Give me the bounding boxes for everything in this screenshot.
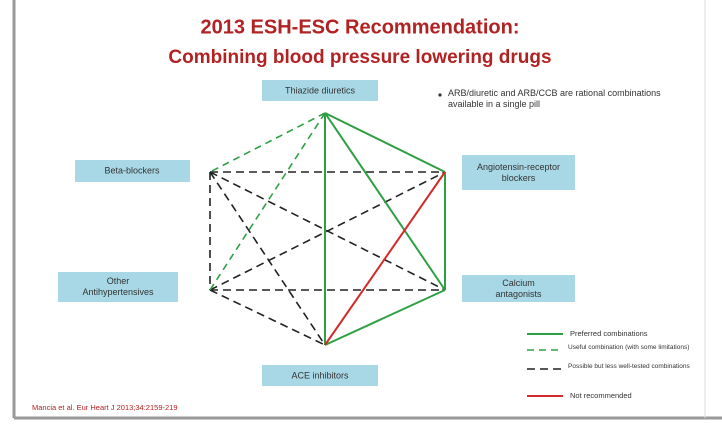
edge xyxy=(209,171,446,291)
legend-wrap: Possible but less well-tested combinatio… xyxy=(568,363,690,370)
node-box xyxy=(462,155,575,190)
bullet xyxy=(438,93,442,97)
legend-label: Not recommended xyxy=(570,391,632,400)
node-label-wrap: Calcium antagonists xyxy=(495,277,542,299)
node-box xyxy=(262,365,378,386)
legend-label: Possible but less well-tested combinatio… xyxy=(568,363,690,370)
legend-wrap: Useful combination (with some limitation… xyxy=(568,344,690,351)
node-label: Calcium antagonists xyxy=(495,277,542,299)
edges xyxy=(209,112,446,346)
note: ARB/diuretic and ARB/CCB are rational co… xyxy=(448,88,661,109)
node-label-wrap: Other Antihypertensives xyxy=(82,276,154,297)
legend-label: Preferred combinations xyxy=(570,329,648,338)
edge xyxy=(324,112,446,291)
edge xyxy=(324,289,446,346)
edge xyxy=(209,171,326,346)
title: 2013 ESH-ESC Recommendation: xyxy=(201,16,520,38)
legend-label: Useful combination (with some limitation… xyxy=(568,344,690,351)
node-label: Angiotensin-receptor blockers xyxy=(476,161,561,183)
note-wrap: ARB/diuretic and ARB/CCB are rational co… xyxy=(448,88,661,109)
node-label: Beta-blockers xyxy=(104,165,160,175)
node-label: Other Antihypertensives xyxy=(82,276,154,297)
edge xyxy=(209,289,326,346)
edge xyxy=(324,171,446,346)
edge xyxy=(324,112,446,173)
node-box xyxy=(58,272,178,302)
node-label: Thiazide diuretics xyxy=(285,85,356,95)
node-box xyxy=(262,80,378,101)
node-label-wrap: Angiotensin-receptor blockers xyxy=(476,161,561,183)
node-label: ACE inhibitors xyxy=(291,370,349,380)
node-box xyxy=(462,275,575,302)
edge xyxy=(209,112,326,173)
node-box xyxy=(75,160,190,182)
subtitle: Combining blood pressure lowering drugs xyxy=(168,47,551,68)
footer: Mancia et al. Eur Heart J 2013;34:2159-2… xyxy=(32,403,178,412)
